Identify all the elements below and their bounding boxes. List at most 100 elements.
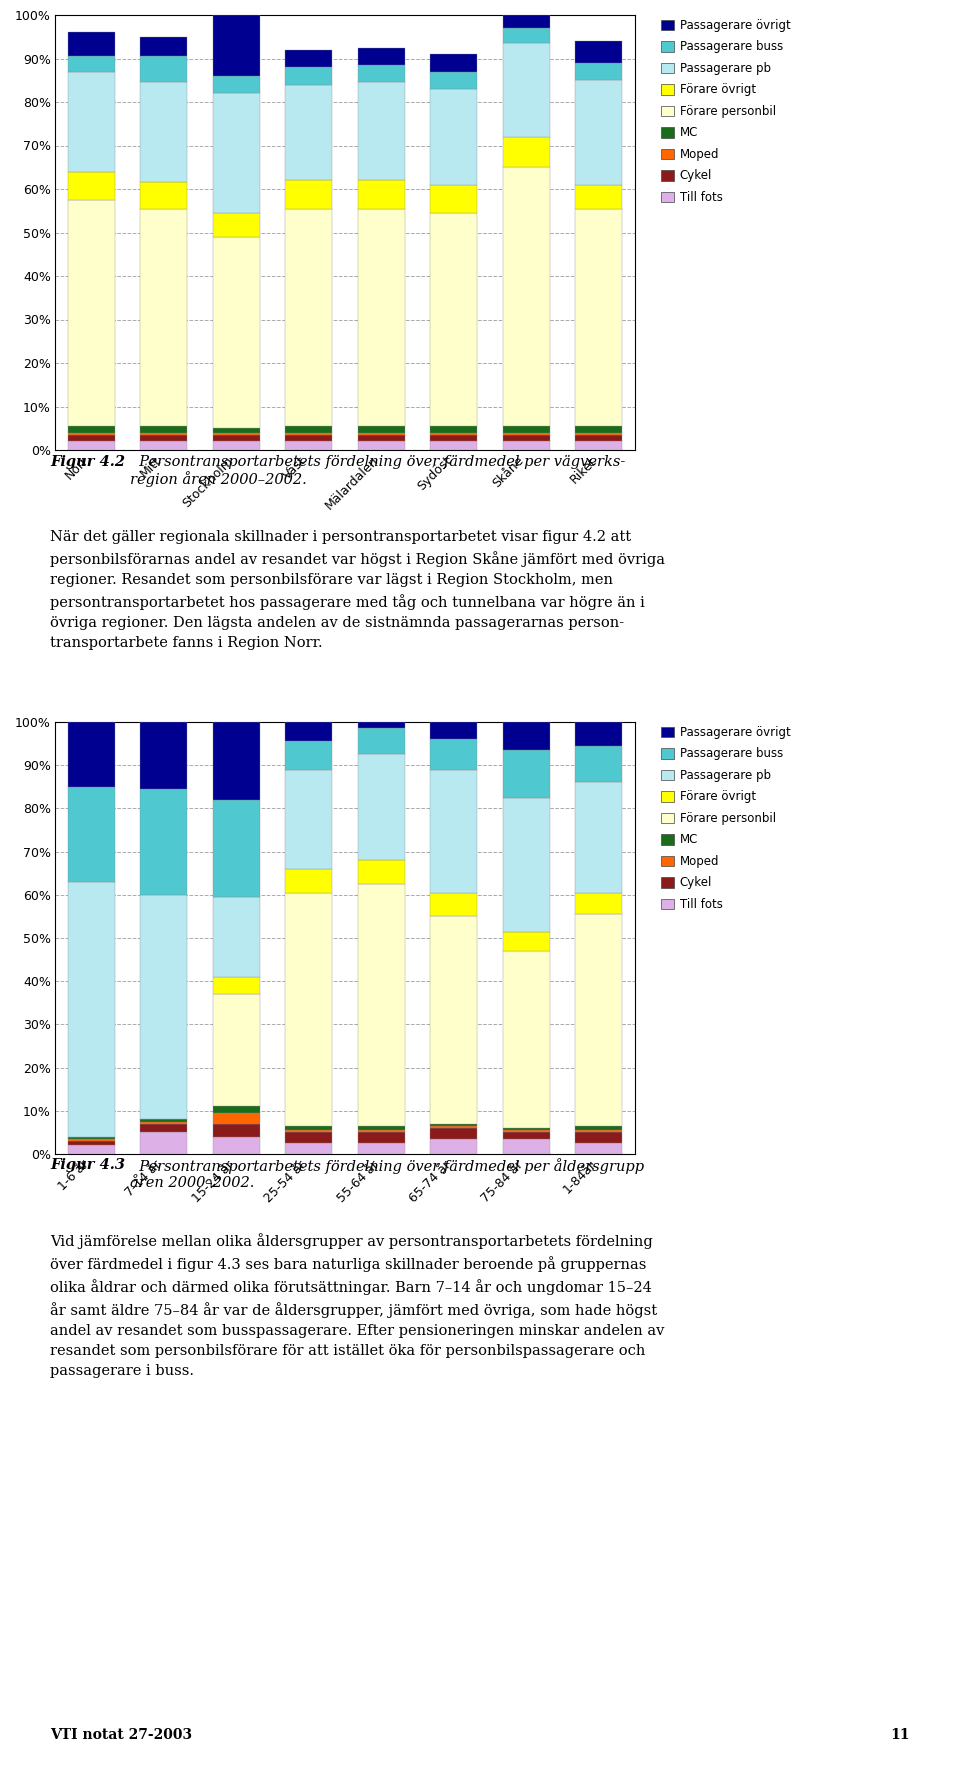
Bar [68,787,115,882]
Bar [68,200,115,426]
Bar [213,442,260,451]
Text: När det gäller regionala skillnader i persontransportarbetet visar figur 4.2 att: När det gäller regionala skillnader i pe… [50,530,665,651]
Bar [430,426,477,433]
Bar [575,914,622,1126]
Bar [358,728,405,755]
Bar [285,769,332,868]
Bar [140,1119,187,1121]
Bar [285,893,332,1126]
Bar [575,1130,622,1132]
Bar [358,433,405,435]
Bar [575,1126,622,1130]
Bar [503,932,550,951]
Bar [358,435,405,442]
Bar [358,755,405,861]
Bar [213,799,260,896]
Bar [285,67,332,85]
Bar [68,57,115,71]
Bar [430,433,477,435]
Bar [140,895,187,1119]
Bar [213,994,260,1107]
Bar [68,882,115,1137]
Bar [285,1130,332,1132]
Bar [213,896,260,978]
Bar [140,435,187,442]
Bar [68,71,115,171]
Bar [503,1139,550,1155]
Bar [140,1121,187,1124]
Bar [285,435,332,442]
Bar [285,180,332,209]
Bar [140,1124,187,1132]
Bar [285,1132,332,1144]
Bar [285,426,332,433]
Bar [503,42,550,136]
Bar [285,85,332,180]
Bar [213,212,260,237]
Bar [575,442,622,451]
Bar [358,884,405,1126]
Bar [68,171,115,200]
Bar [68,1140,115,1146]
Bar [430,212,477,426]
Bar [358,721,405,728]
Bar [575,746,622,783]
Bar [575,80,622,184]
Bar [213,978,260,994]
Bar [68,721,115,787]
Bar [140,1132,187,1155]
Bar [140,182,187,209]
Bar [68,1139,115,1140]
Bar [68,32,115,57]
Bar [213,76,260,94]
Bar [430,88,477,184]
Bar [575,783,622,893]
Bar [213,435,260,442]
Bar [140,426,187,433]
Bar [68,442,115,451]
Bar [503,28,550,42]
Bar [503,435,550,442]
Bar [213,14,260,76]
Bar [503,433,550,435]
Bar [285,50,332,67]
Bar [213,1107,260,1114]
Bar [213,721,260,799]
Bar [503,1132,550,1139]
Bar [213,1124,260,1137]
Bar [430,1139,477,1155]
Bar [140,57,187,83]
Bar [430,893,477,916]
Bar [285,721,332,741]
Bar [140,442,187,451]
Bar [430,1128,477,1139]
Text: Figur 4.2: Figur 4.2 [50,454,125,469]
Bar [430,721,477,739]
Bar [503,750,550,797]
Bar [575,41,622,64]
Bar [430,71,477,88]
Bar [213,1114,260,1124]
Bar [503,951,550,1128]
Bar [503,1130,550,1132]
Bar [285,433,332,435]
Bar [358,48,405,65]
Bar [503,797,550,932]
Bar [285,1126,332,1130]
Bar [503,442,550,451]
Bar [358,442,405,451]
Bar [430,184,477,212]
Bar [140,433,187,435]
Text: Persontransportarbetets fördelning över färdmedel per vägverks-
region åren 2000: Persontransportarbetets fördelning över … [130,454,625,488]
Bar [575,184,622,209]
Bar [140,721,187,789]
Bar [430,916,477,1124]
Bar [358,65,405,83]
Bar [285,741,332,769]
Text: Figur 4.3: Figur 4.3 [50,1158,125,1172]
Bar [575,1132,622,1144]
Bar [213,94,260,212]
Bar [358,209,405,426]
Bar [358,1132,405,1144]
Bar [503,721,550,750]
